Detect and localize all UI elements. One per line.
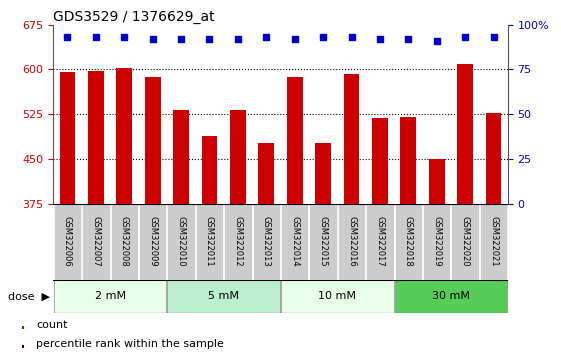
Point [404, 36, 413, 42]
Point [290, 36, 299, 42]
Bar [281, 280, 394, 313]
Bar [82, 204, 109, 280]
Point [489, 34, 498, 40]
Bar [480, 204, 507, 280]
Bar [88, 71, 104, 204]
Text: GSM322014: GSM322014 [290, 216, 299, 267]
Point [375, 36, 384, 42]
Bar [54, 204, 81, 280]
Text: 10 mM: 10 mM [318, 291, 356, 302]
Text: GSM322020: GSM322020 [461, 216, 470, 267]
Text: dose  ▶: dose ▶ [8, 291, 50, 302]
Bar [423, 204, 450, 280]
Point [233, 36, 242, 42]
Bar [167, 204, 195, 280]
Bar [394, 280, 507, 313]
Text: GSM322018: GSM322018 [404, 216, 413, 267]
Bar [309, 204, 337, 280]
Bar [230, 110, 246, 204]
Bar [59, 73, 75, 204]
Bar [486, 113, 502, 204]
Bar [111, 204, 138, 280]
Text: 5 mM: 5 mM [208, 291, 239, 302]
Point [148, 36, 157, 42]
Bar [167, 280, 280, 313]
Bar [287, 76, 302, 204]
Bar [372, 118, 388, 204]
Point [177, 36, 186, 42]
Bar [394, 204, 422, 280]
Bar [139, 204, 167, 280]
Bar [366, 204, 394, 280]
Text: GSM322019: GSM322019 [432, 216, 441, 267]
Bar [344, 74, 359, 204]
Text: GSM322009: GSM322009 [148, 216, 157, 267]
Text: GSM322013: GSM322013 [262, 216, 271, 267]
Point [262, 34, 271, 40]
Point [91, 34, 100, 40]
Text: GSM322016: GSM322016 [347, 216, 356, 267]
Text: GSM322015: GSM322015 [319, 216, 328, 267]
Bar [457, 63, 473, 204]
Bar [202, 136, 217, 204]
Text: count: count [36, 320, 68, 330]
Text: 2 mM: 2 mM [95, 291, 126, 302]
Text: GDS3529 / 1376629_at: GDS3529 / 1376629_at [53, 10, 215, 24]
Point [347, 34, 356, 40]
Bar [196, 204, 223, 280]
Bar [315, 143, 331, 204]
Bar [173, 110, 189, 204]
Bar [401, 117, 416, 204]
Point [432, 38, 441, 44]
Text: GSM322021: GSM322021 [489, 216, 498, 267]
Point [63, 34, 72, 40]
Bar [281, 204, 309, 280]
Point [120, 34, 129, 40]
Bar [252, 204, 280, 280]
Text: GSM322011: GSM322011 [205, 216, 214, 267]
Point [319, 34, 328, 40]
Text: GSM322007: GSM322007 [91, 216, 100, 267]
Text: GSM322010: GSM322010 [177, 216, 186, 267]
Point [461, 34, 470, 40]
Point [205, 36, 214, 42]
Text: GSM322017: GSM322017 [375, 216, 384, 267]
Bar [452, 204, 479, 280]
Text: GSM322008: GSM322008 [120, 216, 129, 267]
Bar [54, 280, 167, 313]
Text: percentile rank within the sample: percentile rank within the sample [36, 339, 224, 349]
Bar [429, 159, 444, 204]
Bar [259, 143, 274, 204]
Bar [338, 204, 365, 280]
Bar [22, 326, 24, 329]
Bar [22, 346, 24, 348]
Bar [224, 204, 252, 280]
Bar [145, 76, 160, 204]
Bar [117, 68, 132, 204]
Text: 30 mM: 30 mM [432, 291, 470, 302]
Text: GSM322012: GSM322012 [233, 216, 242, 267]
Text: GSM322006: GSM322006 [63, 216, 72, 267]
